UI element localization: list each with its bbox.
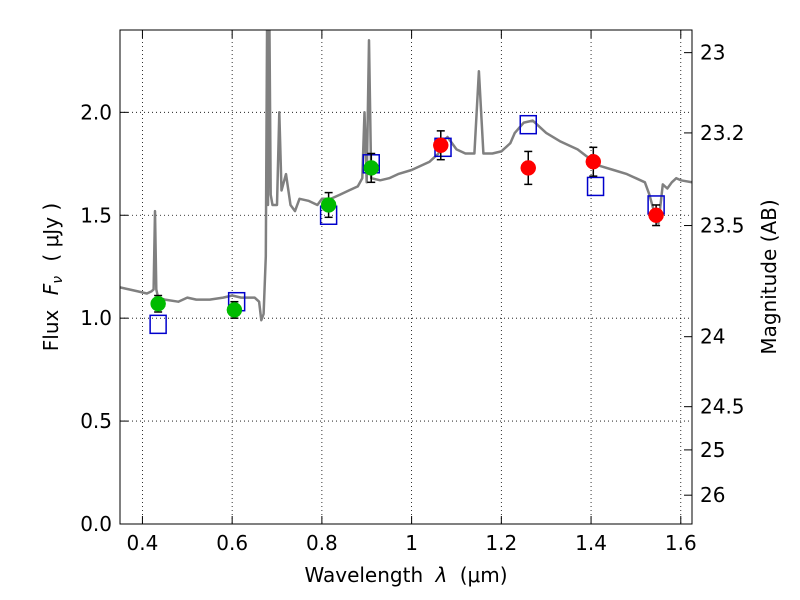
model-spectrum-line [120,30,692,322]
y2-tick-label: 25 [700,438,725,462]
y2-tick-label: 24.5 [700,395,745,419]
x-axis-label: Wavelength λ (μm) [304,563,507,587]
y-tick-label: 1.0 [80,306,112,330]
x-tick-label: 1.2 [485,531,517,555]
y-tick-label: 1.5 [80,203,112,227]
axes: 0.4 0.6 0.8 1 1.2 1.4 1.6 0.0 0.5 1.0 1.5 2.0 23 23.2… [80,30,745,555]
model-photometry-box [586,176,605,197]
y-tick-label: 2.0 [80,100,112,124]
nir-data-point [648,207,664,223]
nir-data-point [520,160,537,176]
optical-data-point [363,160,379,176]
nir-data-point [585,153,602,170]
nir-data-point [433,137,449,154]
x-tick-label: 1 [405,531,418,555]
x-tick-label: 0.8 [306,531,338,555]
optical-data-point [226,302,243,318]
x-tick-label: 1.4 [575,531,607,555]
y-tick-label: 0.0 [80,512,112,536]
grid-lines [120,30,692,525]
plot-content [120,30,692,335]
model-photometry-box [519,114,538,135]
y2-tick-label: 23.5 [700,214,745,238]
optical-data-point [150,296,166,312]
y2-tick-label: 26 [700,483,725,507]
y2-tick-label: 23 [700,41,725,65]
y2-tick-label: 24 [700,325,725,349]
y2-axis-label: Magnitude (AB) [757,199,781,354]
x-tick-label: 0.4 [127,531,159,555]
x-tick-label: 1.6 [665,531,697,555]
optical-data-point [320,197,337,213]
y-axis-label: Flux Fν ( μJy ) [39,203,67,351]
y-tick-label: 0.5 [80,409,112,433]
plot-frame [119,29,693,525]
y2-tick-label: 23.2 [700,121,745,145]
model-photometry-box [149,314,167,335]
x-tick-label: 0.6 [216,531,248,555]
